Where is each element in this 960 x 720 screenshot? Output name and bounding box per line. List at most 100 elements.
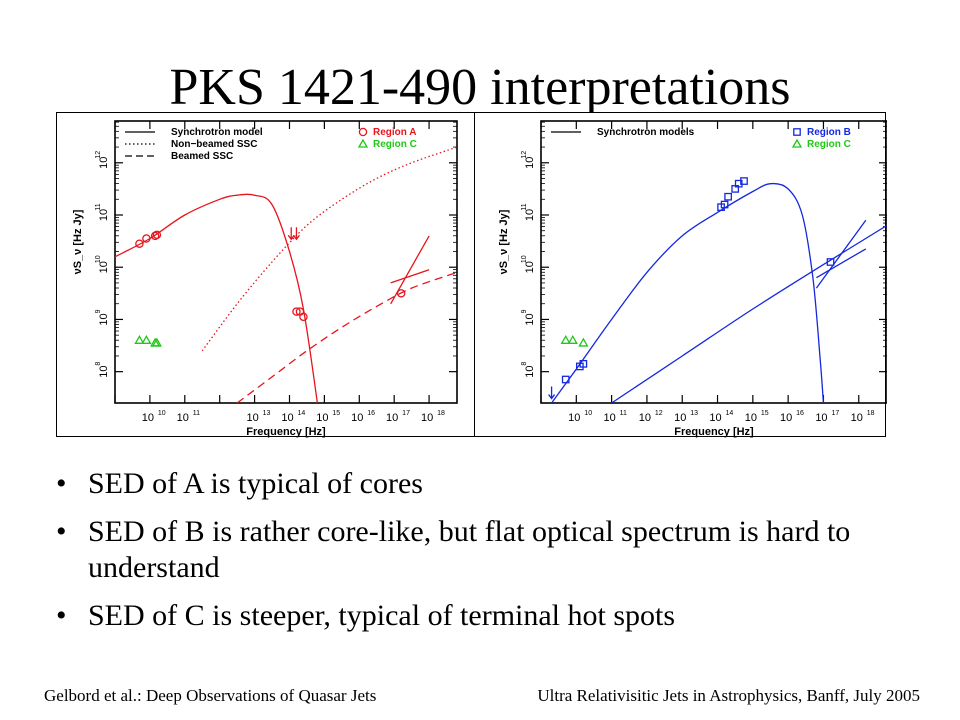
x-tick-exponent: 10 bbox=[584, 410, 592, 417]
xray-bowtie-line bbox=[390, 235, 430, 305]
data-point bbox=[567, 335, 578, 344]
legend-marker bbox=[358, 127, 368, 137]
legend-label: Synchrotron model bbox=[171, 127, 263, 138]
x-tick-label: 10 bbox=[386, 412, 398, 424]
upper-limit-arrow bbox=[548, 386, 556, 400]
x-tick-label: 10 bbox=[351, 412, 363, 424]
axes-box bbox=[114, 120, 458, 404]
data-point bbox=[292, 227, 300, 241]
y-tick-label: 10 bbox=[98, 313, 110, 325]
x-tick-label: 10 bbox=[745, 412, 757, 424]
xray-bowtie-line bbox=[390, 269, 430, 284]
x-tick-label: 10 bbox=[281, 412, 293, 424]
panel-divider bbox=[474, 113, 475, 436]
x-tick-label: 10 bbox=[177, 412, 189, 424]
x-tick-exponent: 15 bbox=[332, 410, 340, 417]
model-curves bbox=[551, 182, 887, 403]
sed-figure: 10 10 10 11 10 13 10 14 10 15 10 16 10 17 10 18 10 8 10 9 10… bbox=[56, 112, 887, 438]
x-tick-label: 10 bbox=[674, 412, 686, 424]
legend-label: Synchrotron models bbox=[597, 127, 695, 138]
footer-right: Ultra Relativisitic Jets in Astrophysics… bbox=[537, 686, 920, 705]
y-tick-exponent: 9 bbox=[521, 309, 528, 313]
data-point bbox=[141, 335, 152, 344]
y-axis-label: νS_ν [Hz Jy] bbox=[498, 209, 510, 274]
x-tick-exponent: 14 bbox=[726, 410, 734, 417]
x-tick-label: 10 bbox=[568, 412, 580, 424]
data-point bbox=[724, 192, 732, 201]
x-tick-label: 10 bbox=[316, 412, 328, 424]
legend-marker bbox=[793, 128, 801, 136]
x-tick-exponent: 11 bbox=[193, 410, 200, 417]
slide-title: PKS 1421-490 interpretations bbox=[169, 59, 791, 116]
sed-plots: 10 10 10 11 10 13 10 14 10 15 10 16 10 17 10 1810810910… bbox=[72, 120, 887, 438]
x-tick-exponent: 12 bbox=[655, 410, 663, 417]
legend-label: Region A bbox=[373, 127, 417, 138]
model-curve-solid bbox=[611, 224, 887, 403]
data-point bbox=[578, 337, 589, 347]
y-tick-exponent: 8 bbox=[95, 362, 102, 366]
xray-bowtie-line bbox=[815, 219, 867, 289]
x-tick-exponent: 14 bbox=[297, 410, 305, 417]
data-point bbox=[560, 335, 571, 344]
x-tick-exponent: 10 bbox=[158, 410, 166, 417]
data-point bbox=[135, 239, 144, 248]
bullet-marker: • bbox=[56, 467, 67, 500]
x-tick-label: 10 bbox=[421, 412, 433, 424]
y-tick-label: 10 bbox=[98, 366, 110, 378]
sed-panel-1: 10 10 10 11 10 13 10 14 10 15 10 16 10 17 10 1810810910… bbox=[72, 120, 458, 438]
x-tick-exponent: 18 bbox=[437, 410, 445, 417]
x-tick-label: 10 bbox=[246, 412, 258, 424]
y-tick-exponent: 11 bbox=[95, 203, 102, 210]
x-tick-label: 10 bbox=[639, 412, 651, 424]
y-tick-label: 10 bbox=[524, 313, 536, 325]
y-tick-exponent: 12 bbox=[95, 151, 102, 159]
model-curves bbox=[115, 146, 457, 403]
x-tick-exponent: 17 bbox=[831, 410, 839, 417]
x-tick-label: 10 bbox=[142, 412, 154, 424]
legend-label: Region B bbox=[807, 127, 851, 138]
y-tick-exponent: 8 bbox=[521, 362, 528, 366]
x-tick-exponent: 18 bbox=[867, 410, 875, 417]
data-point bbox=[561, 375, 570, 384]
bullet-list: • SED of A is typical of cores • SED of B … bbox=[48, 466, 928, 646]
x-tick-label: 10 bbox=[815, 412, 827, 424]
data-point bbox=[720, 200, 729, 209]
bullet-item: • SED of A is typical of cores bbox=[56, 467, 423, 500]
axes-box bbox=[540, 120, 887, 404]
xray-bowtie-line bbox=[816, 248, 867, 279]
x-tick-exponent: 17 bbox=[402, 410, 410, 417]
y-tick-label: 10 bbox=[98, 157, 110, 169]
y-tick-label: 10 bbox=[98, 261, 110, 273]
y-tick-label: 10 bbox=[98, 209, 110, 221]
bullet-item: • SED of B is rather core-like, but flat … bbox=[56, 515, 851, 584]
data-point bbox=[826, 258, 835, 266]
x-tick-exponent: 11 bbox=[620, 410, 627, 417]
x-tick-label: 10 bbox=[780, 412, 792, 424]
data-point bbox=[299, 312, 308, 322]
model-curve-dotted bbox=[201, 146, 457, 352]
y-tick-exponent: 10 bbox=[521, 255, 528, 263]
y-tick-exponent: 9 bbox=[95, 309, 102, 313]
y-tick-label: 10 bbox=[524, 366, 536, 378]
bullet-marker: • bbox=[56, 515, 67, 548]
y-axis-label: νS_ν [Hz Jy] bbox=[72, 209, 84, 274]
x-tick-exponent: 16 bbox=[796, 410, 804, 417]
legend-label: Region C bbox=[807, 139, 851, 150]
x-tick-label: 10 bbox=[851, 412, 863, 424]
data-point bbox=[150, 231, 160, 241]
footer-left: Gelbord et al.: Deep Observations of Qua… bbox=[44, 686, 377, 705]
bullet-item: • SED of C is steeper, typical of termina… bbox=[56, 599, 676, 632]
model-curve-dashed bbox=[236, 271, 457, 403]
x-tick-exponent: 13 bbox=[690, 410, 698, 417]
x-axis-label: Frequency [Hz] bbox=[674, 426, 754, 438]
x-tick-exponent: 13 bbox=[263, 410, 271, 417]
data-point bbox=[292, 307, 301, 316]
legend-label: Non−beamed SSC bbox=[171, 139, 257, 150]
data-point bbox=[142, 234, 151, 243]
y-tick-exponent: 10 bbox=[95, 255, 102, 263]
data-point bbox=[134, 335, 145, 344]
y-tick-exponent: 12 bbox=[521, 151, 528, 159]
sed-panel-2: 10 10 10 11 10 12 10 13 10 14 10 15 10 16 10 17 10 181081… bbox=[498, 120, 887, 438]
legend-label: Region C bbox=[373, 139, 417, 150]
y-tick-label: 10 bbox=[524, 209, 536, 221]
